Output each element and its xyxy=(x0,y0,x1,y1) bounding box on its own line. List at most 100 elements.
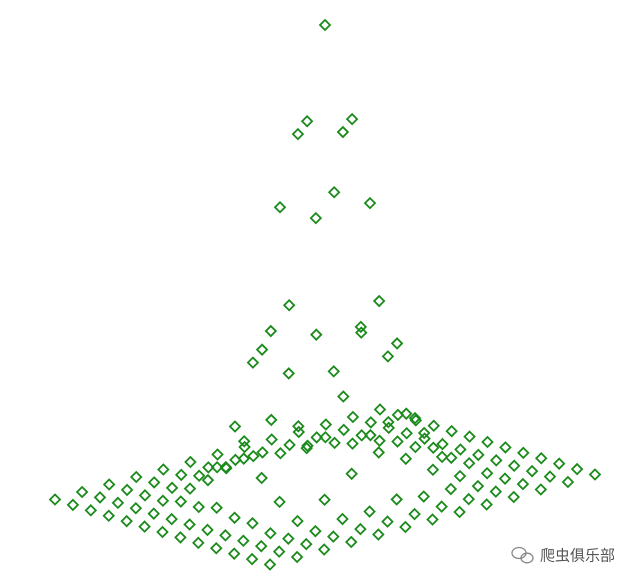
point xyxy=(202,461,215,474)
point xyxy=(552,457,566,470)
point xyxy=(363,196,377,210)
point xyxy=(264,526,277,540)
point xyxy=(174,531,187,544)
point xyxy=(444,451,458,465)
point xyxy=(327,365,341,378)
point xyxy=(481,435,494,449)
point xyxy=(93,491,107,504)
point xyxy=(372,446,386,459)
point xyxy=(300,114,314,128)
point xyxy=(246,356,260,369)
point xyxy=(372,528,385,541)
point xyxy=(346,437,359,450)
point xyxy=(183,518,196,531)
point xyxy=(364,428,377,442)
point xyxy=(507,490,521,504)
point xyxy=(282,298,296,312)
point xyxy=(319,430,332,444)
point xyxy=(256,446,269,459)
point xyxy=(120,483,134,497)
point xyxy=(382,415,395,429)
point xyxy=(210,501,223,515)
point xyxy=(237,435,251,448)
point xyxy=(489,454,503,467)
point xyxy=(300,441,313,455)
point xyxy=(525,464,539,478)
point xyxy=(209,541,223,555)
point xyxy=(453,505,466,519)
point xyxy=(192,469,206,482)
point xyxy=(138,489,152,502)
point xyxy=(391,435,404,448)
point xyxy=(337,390,350,403)
point xyxy=(561,475,575,489)
point xyxy=(310,431,323,444)
point xyxy=(183,482,197,495)
point xyxy=(319,418,333,431)
point xyxy=(272,545,286,558)
point xyxy=(157,463,170,476)
point xyxy=(336,512,349,526)
point xyxy=(344,535,358,549)
point xyxy=(228,420,242,433)
point xyxy=(210,460,224,474)
point xyxy=(363,505,376,518)
point xyxy=(399,520,412,534)
point xyxy=(48,493,62,506)
point xyxy=(247,449,260,463)
point xyxy=(309,328,323,341)
point xyxy=(381,515,394,528)
point xyxy=(219,460,233,474)
point xyxy=(292,420,305,433)
point xyxy=(373,403,387,416)
point xyxy=(498,472,512,485)
point xyxy=(399,452,413,466)
point xyxy=(417,426,431,440)
point xyxy=(265,433,278,446)
point xyxy=(192,500,206,514)
point xyxy=(409,440,422,454)
watermark-text: 爬虫俱乐部 xyxy=(540,547,615,565)
point xyxy=(372,294,386,308)
point xyxy=(570,462,584,476)
point xyxy=(254,539,268,553)
point xyxy=(408,507,421,521)
point xyxy=(84,504,98,517)
point xyxy=(436,437,449,451)
point xyxy=(462,456,476,470)
point xyxy=(426,463,440,477)
point xyxy=(156,525,169,539)
point xyxy=(263,558,277,571)
point xyxy=(309,211,323,225)
point xyxy=(354,522,367,536)
point xyxy=(273,200,287,214)
point xyxy=(444,482,458,496)
point xyxy=(165,481,179,495)
point xyxy=(291,127,305,141)
point xyxy=(129,470,143,484)
point xyxy=(534,451,548,465)
point xyxy=(264,413,278,427)
point xyxy=(282,367,296,380)
point xyxy=(417,490,431,503)
point xyxy=(246,516,259,530)
point xyxy=(427,441,440,455)
point xyxy=(301,439,314,452)
point xyxy=(534,483,548,496)
point xyxy=(453,469,467,483)
point xyxy=(66,498,80,512)
point xyxy=(418,432,431,445)
point xyxy=(165,512,178,526)
point xyxy=(516,477,530,491)
point xyxy=(400,426,413,440)
point xyxy=(138,520,151,533)
point xyxy=(499,441,512,454)
point xyxy=(318,493,331,507)
point xyxy=(327,185,341,199)
point xyxy=(399,407,413,420)
point xyxy=(292,425,306,439)
point xyxy=(219,529,232,542)
points xyxy=(48,18,602,571)
point xyxy=(237,534,250,548)
